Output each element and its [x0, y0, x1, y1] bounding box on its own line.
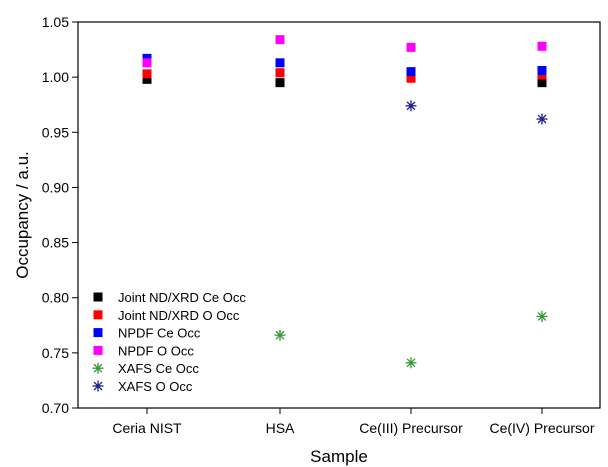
y-axis-title: Occupancy / a.u. [13, 151, 32, 279]
data-point [405, 100, 417, 112]
data-point [536, 310, 548, 322]
legend-label: XAFS O Occ [118, 379, 193, 394]
data-point [537, 66, 547, 76]
plot-frame [77, 21, 601, 409]
x-tick-label: Ce(III) Precursor [359, 420, 463, 436]
legend: Joint ND/XRD Ce Occ Joint ND/XRD O Occ NPD… [92, 290, 246, 394]
legend-marker [93, 310, 103, 320]
y-tick-label: 0.95 [42, 124, 69, 140]
legend-label: Joint ND/XRD O Occ [118, 308, 240, 323]
x-tick-label: Ceria NIST [112, 420, 182, 436]
data-point [537, 41, 547, 51]
data-point [536, 113, 548, 125]
data-point [275, 35, 285, 45]
data-point [142, 74, 152, 84]
data-point [274, 329, 286, 341]
y-tick-label: 0.70 [42, 400, 69, 416]
data-point [406, 67, 416, 77]
data-point [142, 69, 152, 79]
data-point [142, 58, 152, 68]
legend-marker [92, 362, 104, 374]
legend-label: XAFS Ce Occ [118, 361, 199, 376]
x-tick-label: HSA [266, 420, 295, 436]
legend-marker [93, 345, 103, 355]
y-tick-label: 0.90 [42, 179, 69, 195]
data-point [275, 78, 285, 88]
x-axis-title: Sample [310, 447, 368, 466]
y-tick-label: 0.80 [42, 290, 69, 306]
legend-marker [93, 292, 103, 302]
y-tick-label: 1.05 [42, 14, 69, 30]
legend-marker [93, 328, 103, 338]
y-tick-label: 0.85 [42, 235, 69, 251]
y-tick-label: 0.75 [42, 345, 69, 361]
y-tick-label: 1.00 [42, 69, 69, 85]
legend-label: NPDF O Occ [118, 343, 194, 358]
data-point [406, 42, 416, 52]
legend-label: NPDF Ce Occ [118, 326, 201, 341]
data-point [275, 58, 285, 68]
data-point [406, 73, 416, 83]
data-point [537, 78, 547, 88]
legend-marker [92, 380, 104, 392]
data-point [405, 357, 417, 369]
x-tick-label: Ce(IV) Precursor [489, 420, 594, 436]
legend-label: Joint ND/XRD Ce Occ [118, 290, 246, 305]
data-point [275, 68, 285, 78]
